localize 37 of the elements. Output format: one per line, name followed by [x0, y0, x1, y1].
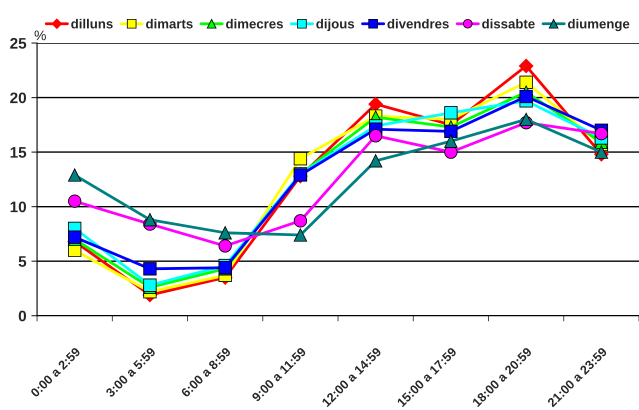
point [218, 239, 232, 253]
point [519, 90, 533, 104]
point [519, 76, 533, 89]
point [444, 134, 458, 148]
point [143, 213, 157, 226]
point [444, 106, 458, 120]
y-tick-label: 20 [10, 92, 26, 104]
point [519, 112, 533, 126]
point [68, 194, 82, 208]
point [594, 126, 608, 140]
legend-label: dimarts [146, 18, 193, 29]
legend-label: diumenge [568, 18, 630, 32]
point [294, 214, 308, 228]
y-tick-label: 0 [18, 310, 26, 322]
y-tick-label: 15 [10, 147, 26, 158]
point [143, 278, 157, 292]
legend-label: divendres [388, 18, 449, 29]
point [143, 262, 157, 276]
point [444, 124, 458, 138]
point [594, 145, 608, 159]
point [68, 230, 82, 244]
point [68, 168, 82, 182]
point [368, 154, 382, 168]
legend-label: dimecres [226, 18, 283, 29]
point [368, 129, 382, 142]
y-axis-title: % [34, 30, 46, 40]
legend-label: dissabte [482, 18, 535, 29]
legend-label: dijous [316, 18, 354, 32]
y-tick-label: 5 [18, 256, 26, 267]
y-tick-label: 25 [10, 38, 26, 49]
point [518, 58, 534, 74]
point [368, 96, 383, 112]
point [294, 152, 308, 166]
y-tick-label: 10 [10, 202, 26, 212]
point [294, 228, 308, 242]
point [218, 226, 232, 240]
legend-label: dilluns [71, 18, 113, 29]
